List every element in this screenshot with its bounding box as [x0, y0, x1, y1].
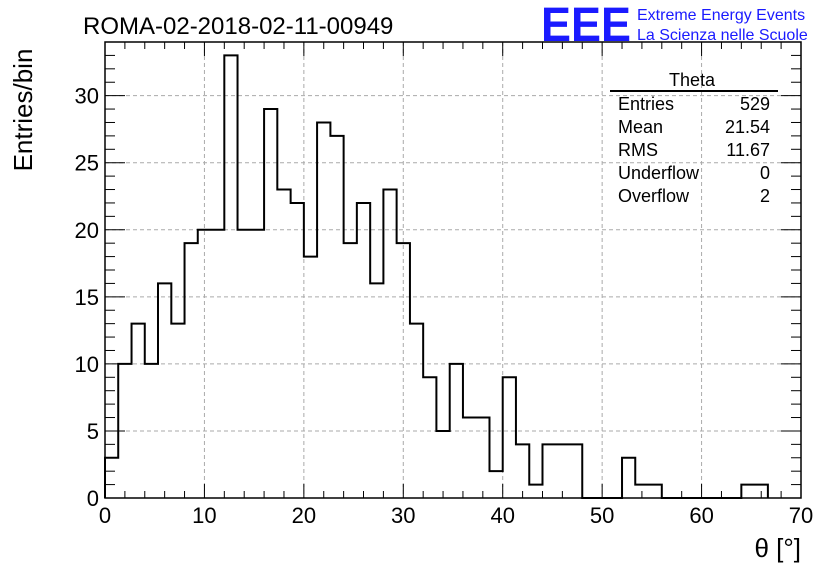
histogram-bin [755, 485, 768, 498]
stats-label: Entries [618, 94, 674, 114]
histogram-bin [238, 230, 251, 498]
histogram-bin [330, 136, 343, 498]
histogram-bin [105, 458, 118, 498]
histogram-bin [569, 444, 582, 498]
histogram-bin [516, 444, 529, 498]
histogram-bin [118, 364, 131, 498]
histogram-bin [224, 55, 237, 498]
histogram-bin [317, 122, 330, 498]
histogram-bin [304, 257, 317, 498]
histogram-bin [489, 471, 502, 498]
run-title: ROMA-02-2018-02-11-00949 [83, 13, 393, 40]
stats-title: Theta [669, 70, 716, 90]
y-tick-label: 20 [75, 218, 99, 243]
histogram-bin [370, 283, 383, 498]
histogram-bin [476, 418, 489, 498]
histogram-bin [542, 444, 555, 498]
histogram-bin [741, 485, 754, 498]
histogram-bin [503, 377, 516, 498]
logo-line-1: Extreme Energy Events [637, 7, 805, 24]
stats-label: Mean [618, 117, 663, 137]
stats-value: 529 [740, 94, 770, 114]
stats-rows: Entries 529 Mean 21.54 RMS 11.67 Underflow 0 Ove… [618, 94, 770, 206]
histogram-bin [423, 377, 436, 498]
logo-line-2: La Scienza nelle Scuole [637, 27, 808, 44]
histogram-bin [277, 190, 290, 498]
x-tick-label: 50 [590, 503, 614, 528]
histogram-bin [145, 364, 158, 498]
stats-label: Underflow [618, 163, 700, 183]
histogram-bin [171, 324, 184, 498]
histogram-bin [211, 230, 224, 498]
histogram-line [104, 54, 769, 499]
stats-label: RMS [618, 140, 658, 160]
x-tick-label: 20 [292, 503, 316, 528]
stats-box: Theta Entries 529 Mean 21.54 RMS 11.67 Underfl… [610, 70, 778, 206]
histogram-bin [158, 283, 171, 498]
histogram-bin [410, 324, 423, 498]
y-tick-label: 0 [87, 486, 99, 511]
stats-value: 21.54 [725, 117, 770, 137]
x-axis-label: θ [°] [754, 533, 801, 563]
histogram-bin [251, 230, 264, 498]
y-tick-label: 30 [75, 84, 99, 109]
y-tick-label: 25 [75, 151, 99, 176]
histogram-bin [622, 458, 635, 498]
histogram-bin [291, 203, 304, 498]
histogram-bin [344, 243, 357, 498]
histogram-bin [185, 243, 198, 498]
x-tick-label: 30 [391, 503, 415, 528]
histogram-bin [635, 485, 648, 498]
histogram-bin [649, 485, 662, 498]
logo-text: EEE [541, 0, 631, 52]
x-tick-label: 60 [689, 503, 713, 528]
histogram-bin [198, 230, 211, 498]
y-tick-label: 5 [87, 419, 99, 444]
histogram-bin [397, 243, 410, 498]
histogram-bin [463, 418, 476, 498]
histogram-bin [556, 444, 569, 498]
histogram-bin [383, 190, 396, 498]
stats-value: 11.67 [726, 140, 770, 160]
histogram-bin [529, 485, 542, 498]
x-tick-label: 70 [789, 503, 813, 528]
y-tick-label: 15 [75, 285, 99, 310]
histogram-bin [264, 109, 277, 498]
stats-value: 2 [760, 186, 770, 206]
y-axis-label: Entries/bin [8, 49, 38, 172]
axis-ticks [104, 41, 802, 499]
eee-logo: EEE Extreme Energy Events La Scienza nel… [541, 0, 808, 52]
histogram-bin [132, 324, 145, 498]
histogram-bin [450, 364, 463, 498]
x-tick-label: 0 [99, 503, 111, 528]
x-tick-label: 10 [192, 503, 216, 528]
stats-value: 0 [760, 163, 770, 183]
histogram-bin [357, 203, 370, 498]
x-tick-label: 40 [490, 503, 514, 528]
y-tick-label: 10 [75, 352, 99, 377]
stats-label: Overflow [618, 186, 690, 206]
histogram-bin [436, 431, 449, 498]
